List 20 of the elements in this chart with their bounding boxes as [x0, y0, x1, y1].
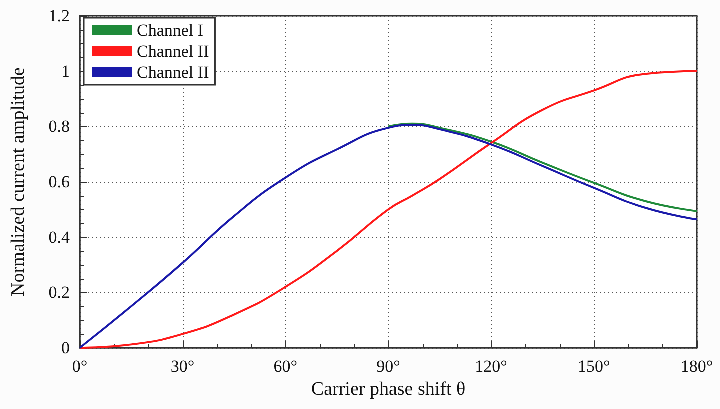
y-tick-label: 1.2	[48, 6, 70, 26]
x-tick-label: 60°	[274, 357, 298, 376]
y-tick-label: 0.2	[48, 283, 70, 302]
x-tick-label: 30°	[170, 357, 195, 376]
x-tick-label: 0°	[72, 357, 88, 376]
y-tick-label: 0	[62, 338, 70, 358]
legend-label: Channel I	[137, 21, 204, 40]
x-tick-label: 150°	[578, 357, 610, 376]
y-tick-label: 1	[62, 62, 70, 81]
y-tick-label: 0.4	[48, 228, 70, 247]
x-tick-label: 90°	[376, 357, 400, 376]
y-axis-title: Normalized current amplitude	[8, 68, 29, 296]
x-tick-label: 120°	[475, 357, 508, 376]
y-tick-label: 0.6	[48, 172, 70, 192]
line-series	[388, 122, 698, 212]
legend-label: Channel II	[137, 42, 210, 61]
x-tick-label: 180°	[680, 357, 714, 376]
y-tick-label: 0.8	[48, 117, 70, 136]
legend-label: Channel II	[137, 63, 210, 82]
x-axis-title: Carrier phase shift θ	[311, 378, 466, 400]
